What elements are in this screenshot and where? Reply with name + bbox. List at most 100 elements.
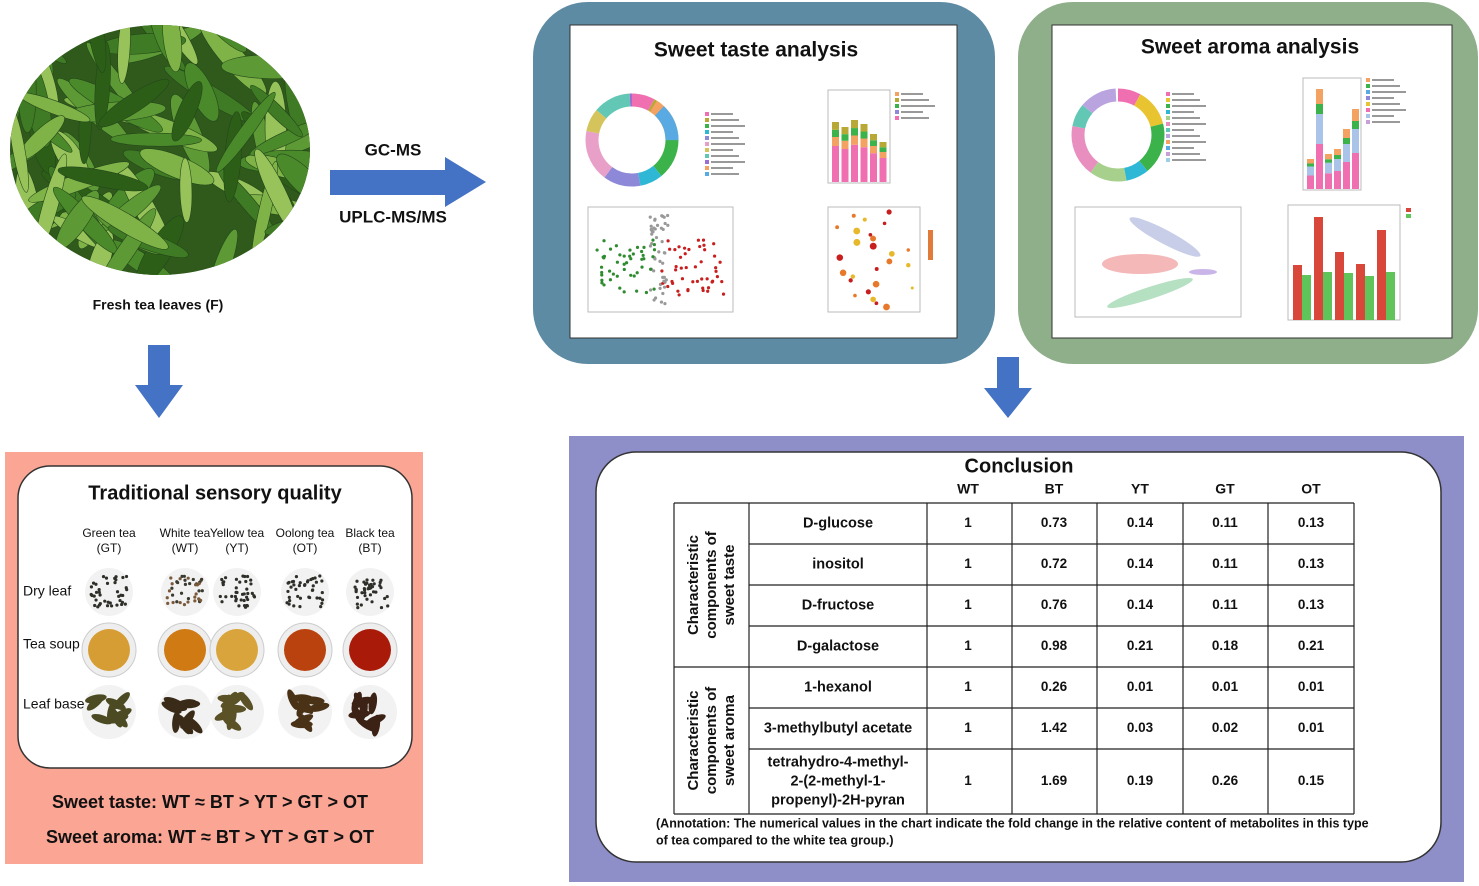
tea-abbr: (YT): [225, 541, 248, 555]
leaf-speck: [363, 594, 367, 598]
thumb-point: [869, 242, 877, 250]
legend-text: [1172, 111, 1194, 113]
leaf-speck: [104, 576, 109, 580]
pca-ellipse: [1102, 254, 1178, 274]
tea-soup: [349, 629, 391, 671]
leaf-speck: [195, 583, 199, 587]
leaf-speck: [182, 603, 187, 607]
leaf: [57, 166, 149, 192]
legend-swatch: [705, 160, 709, 164]
thumb-point: [848, 278, 853, 283]
thumb-point: [703, 248, 707, 252]
legend-text: [1172, 117, 1200, 119]
tea-abbr: (OT): [293, 541, 318, 555]
leaf-speck: [245, 587, 249, 591]
legend-text: [711, 149, 733, 151]
leaf-speck: [298, 605, 302, 609]
metabolite-name: inositol: [812, 556, 864, 572]
chart-frame: [827, 89, 891, 184]
thumb-point: [611, 272, 615, 276]
thumb-point: [651, 255, 655, 259]
thumb-point: [652, 242, 656, 247]
fold-change: 1: [964, 556, 972, 571]
leaf-speck: [302, 583, 307, 587]
leaf-speck: [89, 585, 94, 589]
leaf: [117, 25, 131, 84]
thumb-bar: [1307, 163, 1314, 167]
leaf-speck: [167, 589, 172, 593]
metabolite-name: D-galactose: [797, 638, 879, 654]
thumb-bar: [1352, 153, 1359, 189]
panel-title: Conclusion: [965, 455, 1074, 477]
thumb-point: [652, 298, 656, 302]
leaf-speck: [385, 594, 389, 599]
thumb-point: [874, 267, 879, 271]
fold-change: 1.69: [1041, 773, 1067, 788]
thumb-bar: [1334, 159, 1341, 171]
thumb-bar: [832, 146, 839, 182]
thumb-point: [680, 277, 685, 281]
donut-segment: [1071, 88, 1165, 182]
thumb-point: [660, 240, 664, 244]
thumb-point: [602, 239, 606, 243]
thumb-point: [635, 271, 639, 275]
legend-text: [711, 167, 733, 169]
leaf-speck: [89, 592, 93, 597]
leaf-speck: [320, 590, 324, 595]
column-header: WT: [957, 481, 979, 497]
fold-change: 0.03: [1127, 720, 1154, 735]
thumb-point: [648, 267, 653, 271]
thumb-point: [622, 290, 626, 294]
legend-swatch: [705, 136, 709, 140]
leaf-speck: [97, 588, 101, 592]
donut-segment: [1071, 88, 1165, 182]
fold-change: 0.26: [1212, 773, 1239, 788]
leaf: [81, 195, 169, 250]
leaf: [98, 78, 170, 128]
dry-leaf-photo: [346, 568, 394, 616]
thumb-bar: [832, 122, 839, 130]
leaf-speck: [294, 575, 299, 579]
leaf-speck: [218, 594, 222, 599]
legend-text: [901, 93, 923, 95]
legend-bar: [928, 230, 933, 260]
legend-text: [1172, 135, 1200, 137]
leaf-speck: [121, 575, 125, 580]
thumb-point: [651, 230, 655, 234]
leaf-speck: [94, 582, 98, 586]
leaf-speck: [355, 579, 359, 583]
thumb-point: [836, 254, 844, 261]
thumb-bar: [1325, 159, 1332, 163]
legend-swatch: [1166, 92, 1170, 96]
leaf-speck: [249, 582, 253, 586]
thumb-point: [715, 275, 719, 279]
thumb-bar: [832, 137, 839, 146]
thumb-point: [641, 253, 645, 257]
chart-frame: [827, 206, 921, 313]
thumb-bar: [879, 152, 887, 158]
fold-change: 1.42: [1041, 720, 1067, 735]
group-label: components of: [703, 530, 720, 639]
thumb-point: [714, 266, 718, 270]
leaf-speck: [233, 594, 238, 599]
thumb-point: [696, 238, 701, 242]
donut-segment: [1071, 88, 1165, 182]
thumb-bar: [860, 131, 868, 139]
thumb-bar: [870, 140, 877, 146]
donut-segment: [585, 93, 679, 187]
tea-abbr: (BT): [358, 541, 381, 555]
conclusion-table: WT BT YT GT OT D-glucose 1 0.73 0.14 0.11 0.13 inos…: [673, 481, 1355, 815]
leaf-speck: [113, 581, 117, 585]
leaf-speck: [365, 597, 369, 601]
leaf-speck: [186, 597, 191, 601]
leaf-speck: [371, 590, 376, 594]
tea-abbr: (WT): [172, 541, 199, 555]
legend-text: [1172, 99, 1200, 101]
thumb-point: [720, 279, 724, 284]
leaf-speck: [289, 585, 293, 589]
thumb-point: [906, 248, 910, 252]
thumb-point: [721, 292, 726, 296]
thumb-bar: [1343, 138, 1350, 144]
leaf-speck: [250, 591, 254, 595]
thumb-point: [658, 259, 662, 263]
